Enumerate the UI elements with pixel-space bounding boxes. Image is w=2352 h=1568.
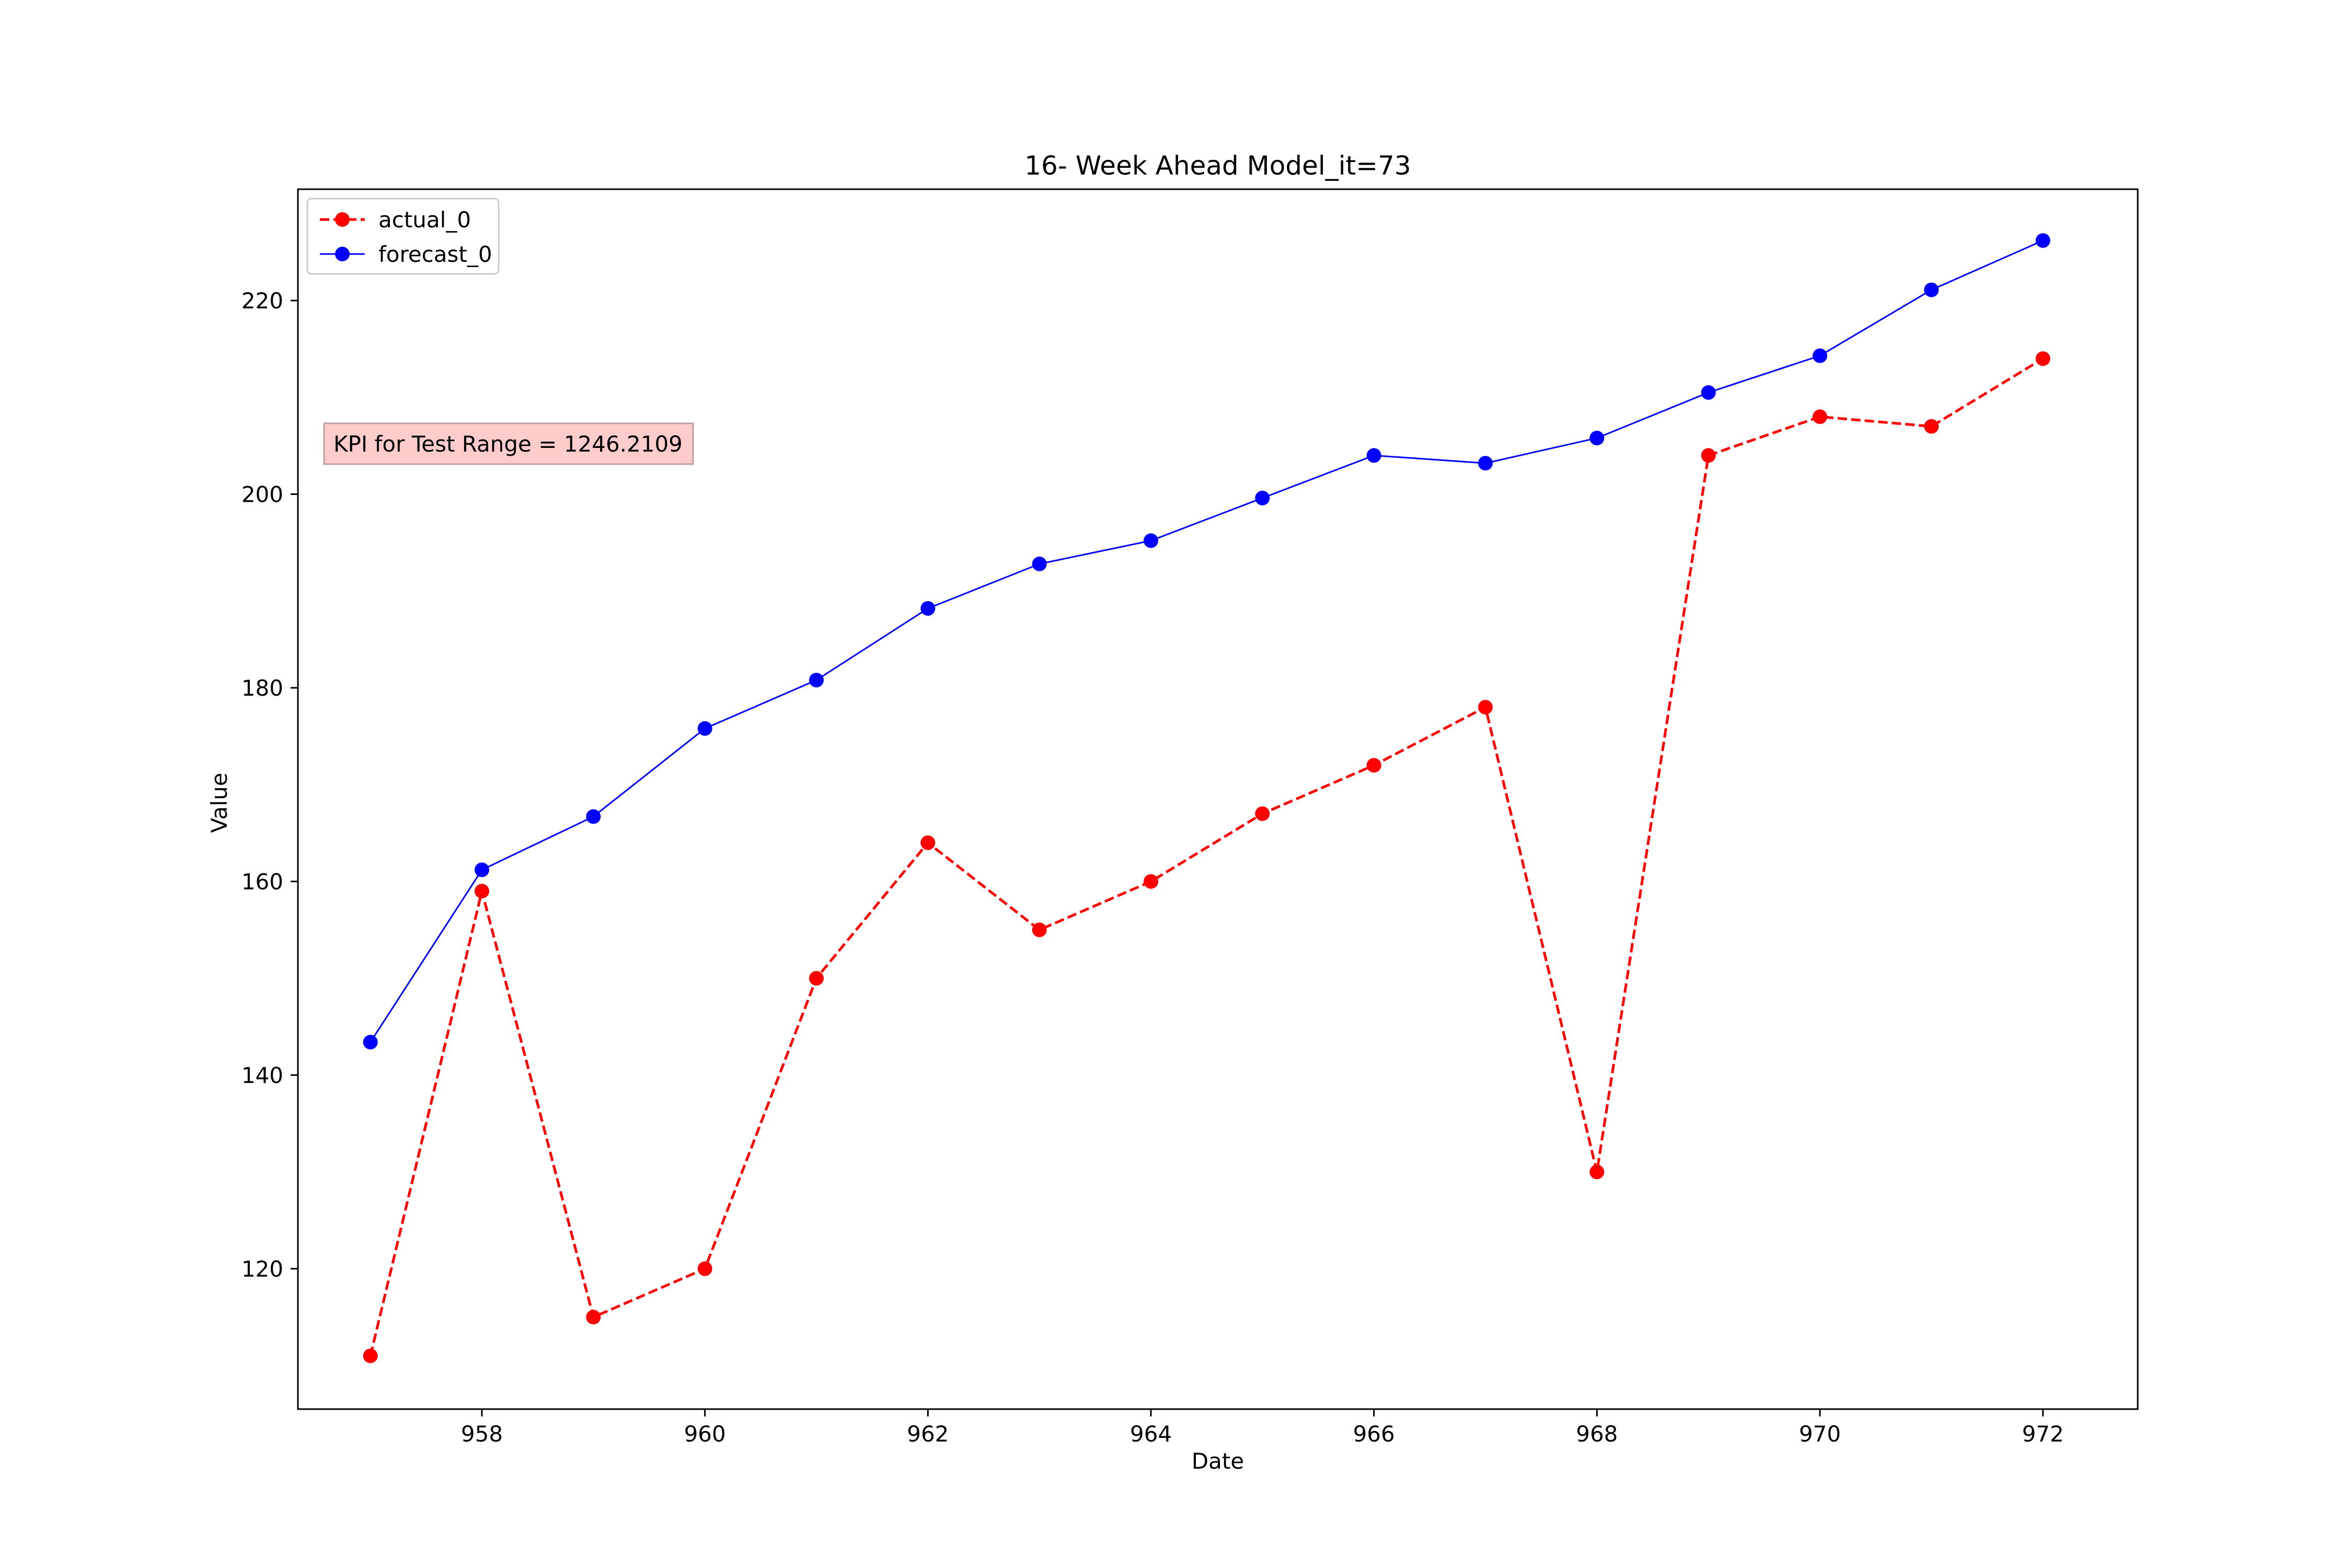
data-point-actual_0-972 [2035,351,2050,366]
data-point-actual_0-969 [1701,448,1716,463]
data-point-forecast_0-957 [363,1034,378,1050]
x-axis-label: Date [1192,1448,1244,1474]
data-point-actual_0-964 [1144,874,1158,889]
data-point-forecast_0-965 [1255,490,1270,505]
legend-label-forecast_0: forecast_0 [378,241,492,267]
x-tick-label: 960 [684,1421,726,1447]
data-point-forecast_0-960 [697,721,712,736]
x-tick-label: 972 [2022,1421,2064,1447]
data-point-forecast_0-967 [1478,456,1493,471]
x-tick-label: 970 [1799,1421,1841,1447]
data-point-forecast_0-966 [1366,448,1381,463]
x-tick-label: 968 [1576,1421,1618,1447]
data-point-actual_0-958 [475,884,489,898]
plot-area: 958 960 962 964 966 968 970 972 120 140 160 180 200 2… [241,188,2139,1447]
legend-swatch-marker-actual_0 [335,212,350,227]
x-tick-label: 958 [461,1421,503,1447]
data-point-forecast_0-963 [1032,556,1047,571]
y-tick-label: 200 [241,482,283,508]
data-point-forecast_0-958 [475,862,489,878]
x-tick-label: 964 [1130,1421,1172,1447]
data-point-actual_0-970 [1813,409,1827,424]
data-point-forecast_0-964 [1144,533,1158,548]
data-point-actual_0-961 [809,971,824,986]
data-point-actual_0-971 [1924,419,1939,434]
data-point-forecast_0-968 [1589,431,1605,446]
data-point-forecast_0-971 [1924,282,1939,297]
data-point-actual_0-966 [1366,758,1381,773]
data-point-actual_0-963 [1032,923,1047,938]
data-point-actual_0-968 [1589,1165,1605,1180]
kpi-annotation-box [323,422,694,465]
series-line-forecast_0 [370,239,2044,1043]
data-point-actual_0-959 [586,1310,601,1324]
kpi-annotation-text: KPI for Test Range = 1246.2109 [333,431,683,457]
y-tick-label: 180 [241,675,283,701]
legend-swatch-marker-forecast_0 [335,247,350,261]
data-point-forecast_0-970 [1813,348,1827,363]
data-point-actual_0-967 [1478,700,1493,714]
y-tick-label: 120 [241,1256,283,1282]
kpi-annotation: KPI for Test Range = 1246.2109 [323,422,694,465]
series-line-actual_0 [369,358,2044,1356]
data-point-actual_0-957 [363,1348,378,1364]
plot-frame [297,188,2139,1410]
data-point-actual_0-960 [697,1261,712,1276]
data-point-forecast_0-961 [809,673,824,688]
legend-label-actual_0: actual_0 [378,207,471,233]
data-point-forecast_0-959 [586,809,601,824]
legend: actual_0 forecast_0 [306,198,500,275]
y-tick-label: 220 [241,288,283,314]
data-point-forecast_0-969 [1701,385,1716,400]
x-tick-label: 966 [1353,1421,1395,1447]
x-tick-label: 962 [907,1421,949,1447]
data-point-forecast_0-972 [2035,233,2050,248]
chart-title: 16- Week Ahead Model_it=73 [1024,151,1411,181]
data-point-actual_0-962 [920,835,936,850]
data-point-actual_0-965 [1255,806,1270,821]
y-tick-label: 140 [241,1063,283,1088]
legend-box [306,198,500,275]
y-axis-label: Value [206,773,232,833]
y-tick-label: 160 [241,869,283,894]
data-point-forecast_0-962 [920,601,936,616]
